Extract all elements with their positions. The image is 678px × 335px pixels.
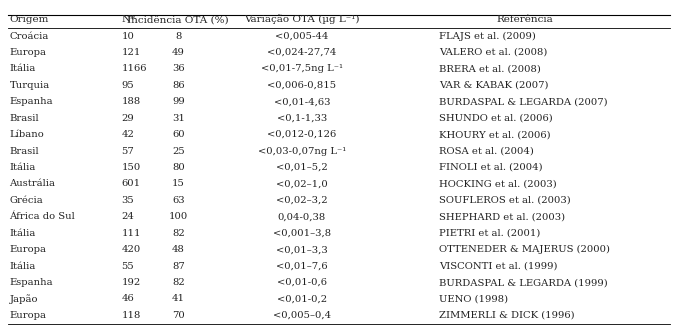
Text: Espanha: Espanha — [9, 278, 53, 287]
Text: 36: 36 — [172, 64, 184, 73]
Text: <0,03-0,07ng L⁻¹: <0,03-0,07ng L⁻¹ — [258, 147, 346, 155]
Text: 25: 25 — [172, 147, 184, 155]
Text: 95: 95 — [121, 81, 134, 90]
Text: N*: N* — [121, 15, 136, 24]
Text: BURDASPAL & LEGARDA (1999): BURDASPAL & LEGARDA (1999) — [439, 278, 607, 287]
Text: ROSA et al. (2004): ROSA et al. (2004) — [439, 147, 534, 155]
Text: Turquia: Turquia — [9, 81, 49, 90]
Text: Brasil: Brasil — [9, 147, 39, 155]
Text: Referência: Referência — [496, 15, 553, 24]
Text: <0,006-0,815: <0,006-0,815 — [267, 81, 336, 90]
Text: SOUFLEROS et al. (2003): SOUFLEROS et al. (2003) — [439, 196, 571, 205]
Text: <0,02–1,0: <0,02–1,0 — [276, 180, 327, 188]
Text: 46: 46 — [121, 294, 134, 304]
Text: <0,01–7,6: <0,01–7,6 — [276, 262, 327, 271]
Text: Itália: Itália — [9, 229, 36, 238]
Text: Austrália: Austrália — [9, 180, 56, 188]
Text: Brasil: Brasil — [9, 114, 39, 123]
Text: Croácia: Croácia — [9, 31, 49, 41]
Text: <0,02–3,2: <0,02–3,2 — [276, 196, 327, 205]
Text: 42: 42 — [121, 130, 134, 139]
Text: <0,012-0,126: <0,012-0,126 — [267, 130, 336, 139]
Text: <0,01-0,2: <0,01-0,2 — [277, 294, 327, 304]
Text: Origem: Origem — [9, 15, 49, 24]
Text: 8: 8 — [175, 31, 182, 41]
Text: ZIMMERLI & DICK (1996): ZIMMERLI & DICK (1996) — [439, 311, 574, 320]
Text: Variação OTA (µg L⁻¹): Variação OTA (µg L⁻¹) — [244, 15, 359, 24]
Text: PIETRI et al. (2001): PIETRI et al. (2001) — [439, 229, 540, 238]
Text: 49: 49 — [172, 48, 184, 57]
Text: 41: 41 — [172, 294, 185, 304]
Text: 86: 86 — [172, 81, 184, 90]
Text: 31: 31 — [172, 114, 184, 123]
Text: 57: 57 — [121, 147, 134, 155]
Text: 10: 10 — [121, 31, 134, 41]
Text: <0,005–0,4: <0,005–0,4 — [273, 311, 331, 320]
Text: VISCONTI et al. (1999): VISCONTI et al. (1999) — [439, 262, 557, 271]
Text: 99: 99 — [172, 97, 184, 106]
Text: VALERO et al. (2008): VALERO et al. (2008) — [439, 48, 547, 57]
Text: 0,04-0,38: 0,04-0,38 — [278, 212, 326, 221]
Text: 87: 87 — [172, 262, 184, 271]
Text: 24: 24 — [121, 212, 134, 221]
Text: 29: 29 — [121, 114, 134, 123]
Text: Europa: Europa — [9, 48, 47, 57]
Text: 35: 35 — [121, 196, 134, 205]
Text: BRERA et al. (2008): BRERA et al. (2008) — [439, 64, 541, 73]
Text: <0,01–3,3: <0,01–3,3 — [276, 245, 327, 254]
Text: FLAJS et al. (2009): FLAJS et al. (2009) — [439, 31, 536, 41]
Text: VAR & KABAK (2007): VAR & KABAK (2007) — [439, 81, 549, 90]
Text: Itália: Itália — [9, 64, 36, 73]
Text: África do Sul: África do Sul — [9, 212, 75, 221]
Text: Itália: Itália — [9, 262, 36, 271]
Text: Incidência OTA (%): Incidência OTA (%) — [127, 15, 229, 24]
Text: 192: 192 — [121, 278, 141, 287]
Text: Itália: Itália — [9, 163, 36, 172]
Text: 55: 55 — [121, 262, 134, 271]
Text: BURDASPAL & LEGARDA (2007): BURDASPAL & LEGARDA (2007) — [439, 97, 607, 106]
Text: 121: 121 — [121, 48, 141, 57]
Text: KHOURY et al. (2006): KHOURY et al. (2006) — [439, 130, 551, 139]
Text: 188: 188 — [121, 97, 141, 106]
Text: Grécia: Grécia — [9, 196, 43, 205]
Text: 63: 63 — [172, 196, 184, 205]
Text: 82: 82 — [172, 278, 184, 287]
Text: 70: 70 — [172, 311, 184, 320]
Text: FINOLI et al. (2004): FINOLI et al. (2004) — [439, 163, 542, 172]
Text: <0,01-4,63: <0,01-4,63 — [274, 97, 330, 106]
Text: 60: 60 — [172, 130, 184, 139]
Text: <0,001–3,8: <0,001–3,8 — [273, 229, 331, 238]
Text: Europa: Europa — [9, 245, 47, 254]
Text: 100: 100 — [169, 212, 188, 221]
Text: 1166: 1166 — [121, 64, 147, 73]
Text: Líbano: Líbano — [9, 130, 44, 139]
Text: 80: 80 — [172, 163, 184, 172]
Text: 420: 420 — [121, 245, 141, 254]
Text: OTTENEDER & MAJERUS (2000): OTTENEDER & MAJERUS (2000) — [439, 245, 610, 254]
Text: 82: 82 — [172, 229, 184, 238]
Text: Europa: Europa — [9, 311, 47, 320]
Text: 111: 111 — [121, 229, 141, 238]
Text: SHUNDO et al. (2006): SHUNDO et al. (2006) — [439, 114, 553, 123]
Text: <0,01-0,6: <0,01-0,6 — [277, 278, 327, 287]
Text: 15: 15 — [172, 180, 184, 188]
Text: <0,1-1,33: <0,1-1,33 — [277, 114, 327, 123]
Text: <0,01–5,2: <0,01–5,2 — [276, 163, 327, 172]
Text: <0,01-7,5ng L⁻¹: <0,01-7,5ng L⁻¹ — [261, 64, 343, 73]
Text: <0,024-27,74: <0,024-27,74 — [267, 48, 336, 57]
Text: SHEPHARD et al. (2003): SHEPHARD et al. (2003) — [439, 212, 565, 221]
Text: Japão: Japão — [9, 294, 38, 304]
Text: 118: 118 — [121, 311, 141, 320]
Text: 150: 150 — [121, 163, 141, 172]
Text: <0,005-44: <0,005-44 — [275, 31, 329, 41]
Text: 601: 601 — [121, 180, 141, 188]
Text: HOCKING et al. (2003): HOCKING et al. (2003) — [439, 180, 557, 188]
Text: Espanha: Espanha — [9, 97, 53, 106]
Text: 48: 48 — [172, 245, 184, 254]
Text: UENO (1998): UENO (1998) — [439, 294, 508, 304]
